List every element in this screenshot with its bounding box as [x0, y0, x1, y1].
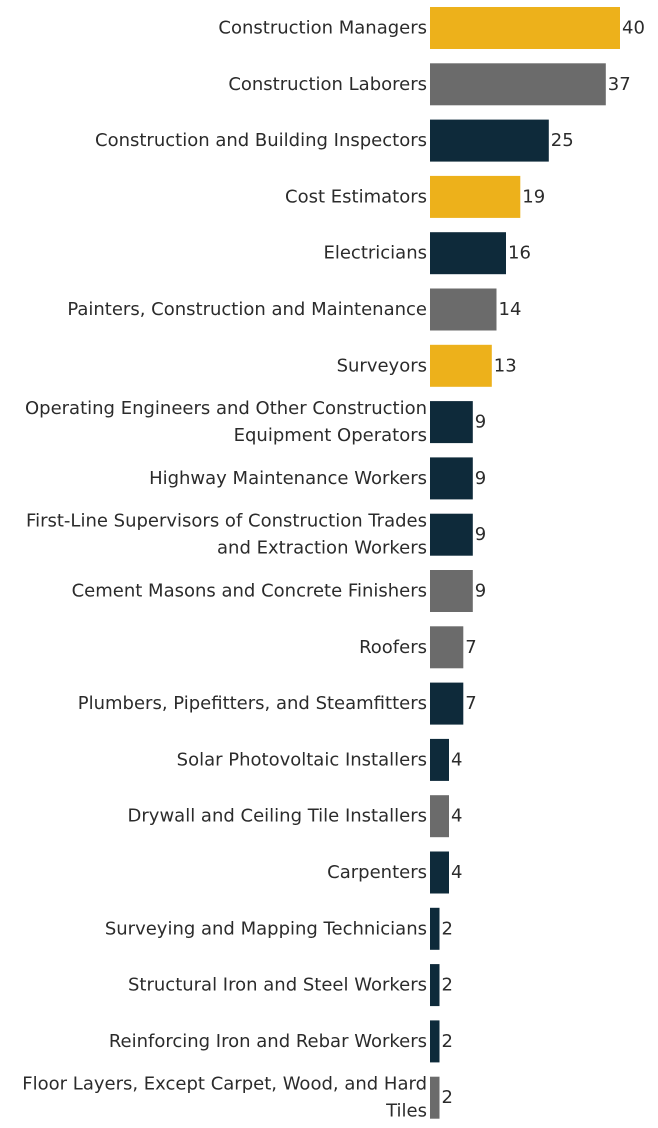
- category-label-operating-engineers-and-other-construction-equipment-operators-line-1: Operating Engineers and Other Constructi…: [25, 398, 427, 419]
- category-label-drywall-and-ceiling-tile-installers: Drywall and Ceiling Tile Installers: [128, 806, 427, 827]
- value-label-electricians: 16: [508, 243, 531, 264]
- category-label-floor-layers-except-carpet-wood-and-hard-tiles-line-2: Tiles: [385, 1101, 427, 1122]
- bar-construction-laborers: [430, 63, 606, 106]
- bar-floor-layers-except-carpet-wood-and-hard-tiles: [430, 1076, 440, 1119]
- bar-construction-and-building-inspectors: [430, 119, 549, 162]
- category-label-reinforcing-iron-and-rebar-workers: Reinforcing Iron and Rebar Workers: [109, 1031, 427, 1052]
- bar-reinforcing-iron-and-rebar-workers: [430, 1020, 440, 1063]
- value-label-operating-engineers-and-other-construction-equipment-operators: 9: [475, 412, 486, 433]
- value-label-surveying-and-mapping-technicians: 2: [442, 918, 453, 939]
- bar-cost-estimators: [430, 175, 521, 218]
- bar-surveyors: [430, 344, 492, 387]
- value-label-drywall-and-ceiling-tile-installers: 4: [451, 806, 462, 827]
- value-label-roofers: 7: [465, 637, 476, 658]
- bar-painters-construction-and-maintenance: [430, 288, 497, 331]
- bar-solar-photovoltaic-installers: [430, 738, 449, 781]
- bar-drywall-and-ceiling-tile-installers: [430, 795, 449, 838]
- bar-surveying-and-mapping-technicians: [430, 907, 440, 950]
- category-label-construction-managers: Construction Managers: [218, 18, 427, 39]
- value-label-first-line-supervisors-of-construction-trades-and-extraction-workers: 9: [475, 524, 486, 545]
- bar-first-line-supervisors-of-construction-trades-and-extraction-workers: [430, 513, 473, 556]
- category-label-roofers: Roofers: [359, 637, 427, 658]
- category-label-cost-estimators: Cost Estimators: [285, 186, 427, 207]
- bar-operating-engineers-and-other-construction-equipment-operators: [430, 401, 473, 444]
- category-label-solar-photovoltaic-installers: Solar Photovoltaic Installers: [177, 749, 427, 770]
- bar-electricians: [430, 232, 506, 275]
- value-label-construction-and-building-inspectors: 25: [551, 130, 574, 151]
- value-label-solar-photovoltaic-installers: 4: [451, 749, 462, 770]
- value-label-cement-masons-and-concrete-finishers: 9: [475, 581, 486, 602]
- category-label-construction-and-building-inspectors: Construction and Building Inspectors: [95, 130, 427, 151]
- category-label-construction-laborers: Construction Laborers: [228, 74, 427, 95]
- category-label-first-line-supervisors-of-construction-trades-and-extraction-workers-line-2: and Extraction Workers: [217, 538, 427, 559]
- bar-cement-masons-and-concrete-finishers: [430, 570, 473, 612]
- category-label-surveyors: Surveyors: [337, 355, 427, 376]
- category-label-electricians: Electricians: [323, 243, 427, 264]
- category-label-highway-maintenance-workers: Highway Maintenance Workers: [149, 468, 427, 489]
- value-label-surveyors: 13: [494, 355, 517, 376]
- bar-construction-managers: [430, 7, 620, 49]
- value-label-reinforcing-iron-and-rebar-workers: 2: [442, 1031, 453, 1052]
- bar-plumbers-pipefitters-and-steamfitters: [430, 682, 464, 725]
- category-label-plumbers-pipefitters-and-steamfitters: Plumbers, Pipefitters, and Steamfitters: [78, 693, 427, 714]
- category-label-surveying-and-mapping-technicians: Surveying and Mapping Technicians: [105, 918, 427, 939]
- bar-carpenters: [430, 851, 449, 894]
- category-label-first-line-supervisors-of-construction-trades-and-extraction-workers-line-1: First-Line Supervisors of Construction T…: [26, 511, 427, 532]
- bar-structural-iron-and-steel-workers: [430, 964, 440, 1007]
- value-label-construction-laborers: 37: [608, 74, 631, 95]
- category-label-structural-iron-and-steel-workers: Structural Iron and Steel Workers: [128, 975, 427, 996]
- bar-highway-maintenance-workers: [430, 457, 473, 500]
- category-label-painters-construction-and-maintenance: Painters, Construction and Maintenance: [67, 299, 427, 320]
- value-label-construction-managers: 40: [622, 18, 645, 39]
- category-label-carpenters: Carpenters: [327, 862, 427, 883]
- value-label-structural-iron-and-steel-workers: 2: [442, 975, 453, 996]
- category-label-operating-engineers-and-other-construction-equipment-operators-line-2: Equipment Operators: [234, 425, 427, 446]
- value-label-carpenters: 4: [451, 862, 462, 883]
- bar-roofers: [430, 626, 464, 669]
- value-label-plumbers-pipefitters-and-steamfitters: 7: [465, 693, 476, 714]
- value-label-painters-construction-and-maintenance: 14: [499, 299, 522, 320]
- value-label-floor-layers-except-carpet-wood-and-hard-tiles: 2: [442, 1087, 453, 1108]
- category-label-floor-layers-except-carpet-wood-and-hard-tiles-line-1: Floor Layers, Except Carpet, Wood, and H…: [22, 1074, 427, 1095]
- value-label-highway-maintenance-workers: 9: [475, 468, 486, 489]
- value-label-cost-estimators: 19: [522, 186, 545, 207]
- category-label-cement-masons-and-concrete-finishers: Cement Masons and Concrete Finishers: [72, 581, 427, 602]
